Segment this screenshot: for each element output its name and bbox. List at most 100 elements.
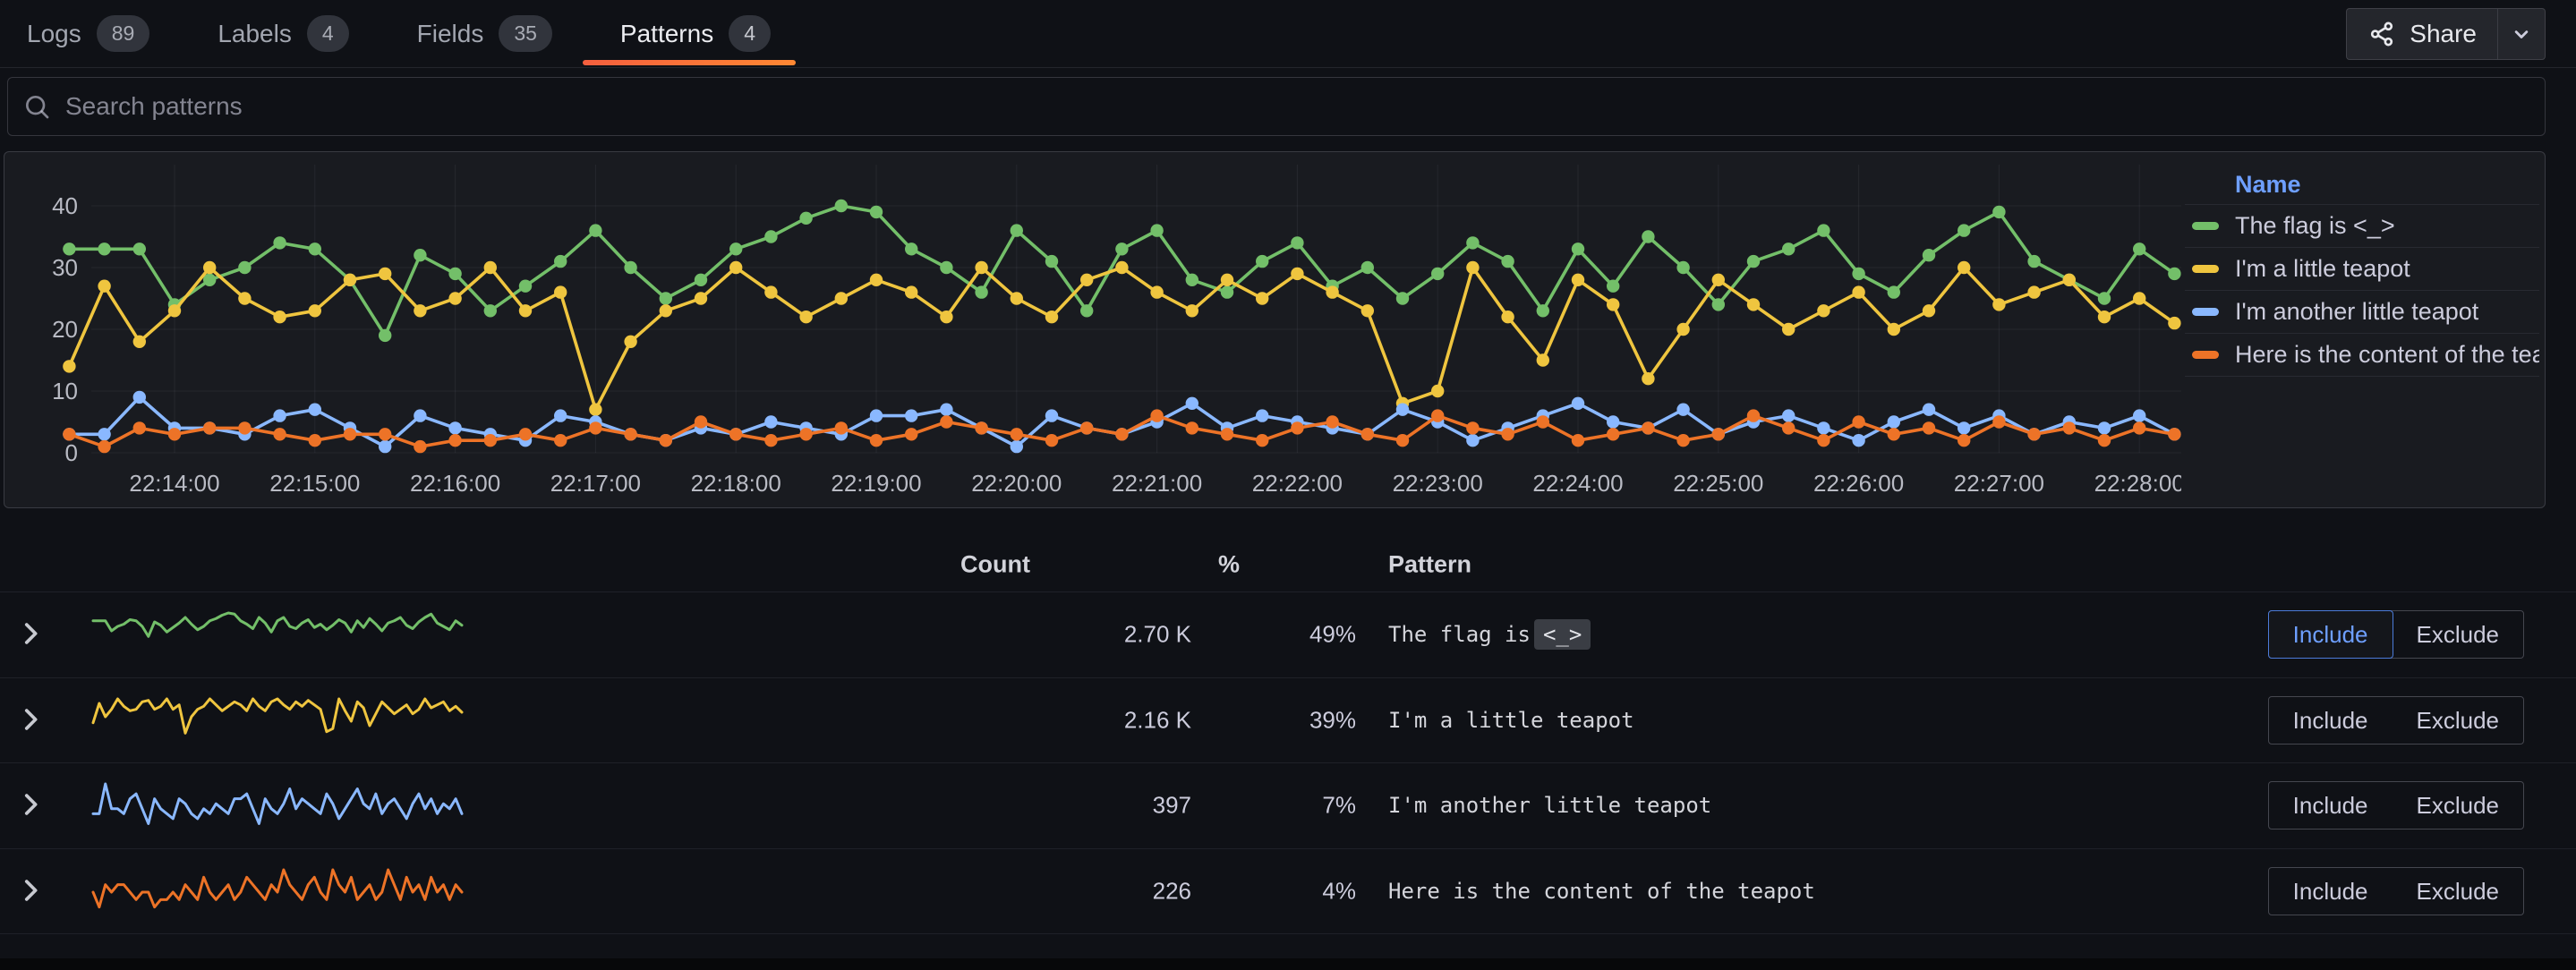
include-button[interactable]: Include (2269, 782, 2393, 829)
legend-item-2[interactable]: I'm another little teapot (2185, 290, 2539, 333)
svg-text:22:28:00: 22:28:00 (2094, 470, 2181, 497)
share-dropdown-button[interactable] (2497, 9, 2545, 59)
pattern-text: The flag is <_> (1388, 619, 1591, 651)
tab-label: Patterns (619, 19, 714, 47)
tab-label: Logs (27, 19, 81, 47)
pattern-text-full: I'm a little teapot (1388, 707, 1634, 733)
expand-row-button[interactable] (14, 875, 47, 907)
patterns-table-body: 2.70 K 49% The flag is <_> Include Exclude 2.1… (0, 591, 2576, 934)
pattern-percent: 39% (1309, 706, 1356, 734)
tab-logs[interactable]: Logs 89 (27, 0, 150, 68)
pattern-text-full: Here is the content of the teapot (1388, 878, 1815, 904)
svg-text:22:27:00: 22:27:00 (1954, 470, 2044, 497)
column-header-count: Count (960, 550, 1030, 577)
pattern-percent: 7% (1322, 791, 1356, 819)
legend-item-3[interactable]: Here is the content of the teapot (2185, 333, 2539, 377)
search-icon (26, 96, 49, 119)
pattern-count: 2.70 K (1123, 620, 1191, 648)
exclude-button[interactable]: Exclude (2393, 782, 2524, 829)
include-button[interactable]: Include (2269, 697, 2393, 744)
include-exclude-group: Include Exclude (2267, 695, 2524, 745)
pattern-wildcard-token: <_> (1533, 619, 1591, 651)
chart-series-3 (63, 409, 2181, 454)
svg-text:22:25:00: 22:25:00 (1673, 470, 1763, 497)
pattern-sparkline (91, 697, 464, 735)
expand-row-button[interactable] (14, 618, 47, 651)
chart-grid (91, 165, 2181, 454)
share-icon (2371, 21, 2393, 47)
svg-text:22:20:00: 22:20:00 (971, 470, 1062, 497)
svg-text:20: 20 (52, 316, 78, 343)
svg-text:10: 10 (52, 378, 78, 404)
svg-text:22:24:00: 22:24:00 (1532, 470, 1623, 497)
tab-labels[interactable]: Labels 4 (218, 0, 349, 68)
share-button[interactable]: Share (2347, 9, 2497, 59)
patterns-chart-panel: 0 10 20 30 40 22:14:00 22:15:00 22:16:00 22:17:0… (4, 151, 2546, 508)
pattern-text: I'm another little teapot (1388, 793, 1711, 818)
include-exclude-group: Include Exclude (2267, 781, 2524, 830)
top-tab-bar: Logs 89 Labels 4 Fields 35 Patterns 4 Share (0, 0, 2576, 68)
include-button[interactable]: Include (2269, 868, 2393, 915)
tab-fields[interactable]: Fields 35 (417, 0, 552, 68)
search-input[interactable] (64, 91, 2530, 122)
expand-row-button[interactable] (14, 789, 47, 821)
share-button-group: Share (2346, 8, 2546, 60)
svg-text:22:22:00: 22:22:00 (1252, 470, 1343, 497)
legend-swatch (2192, 308, 2219, 316)
tab-list: Logs 89 Labels 4 Fields 35 Patterns 4 (27, 0, 839, 68)
include-button[interactable]: Include (2267, 610, 2393, 659)
chevron-right-icon (24, 879, 38, 901)
legend-swatch (2192, 265, 2219, 273)
svg-text:22:18:00: 22:18:00 (691, 470, 781, 497)
pattern-row-1: 2.16 K 39% I'm a little teapot Include Exclu… (0, 676, 2576, 763)
active-tab-underline (582, 59, 796, 65)
pattern-percent: 49% (1309, 620, 1356, 648)
pattern-sparkline (91, 782, 464, 826)
pattern-sparkline (91, 611, 464, 638)
tab-count-badge: 35 (499, 15, 552, 52)
legend-item-1[interactable]: I'm a little teapot (2185, 247, 2539, 290)
svg-text:22:15:00: 22:15:00 (269, 470, 360, 497)
tab-count-badge: 4 (306, 15, 349, 52)
chevron-right-icon (24, 708, 38, 730)
chevron-down-icon (2514, 30, 2529, 38)
chart-axis-labels: 0 10 20 30 40 22:14:00 22:15:00 22:16:00 22:17:0… (52, 192, 2181, 497)
legend-title[interactable]: Name (2235, 170, 2301, 198)
legend-item-label: Here is the content of the teapot (2235, 341, 2539, 368)
svg-text:22:26:00: 22:26:00 (1813, 470, 1904, 497)
pattern-count: 2.16 K (1123, 706, 1191, 734)
tab-label: Fields (416, 19, 484, 47)
legend-swatch (2192, 351, 2219, 359)
pattern-text-prefix: The flag is (1388, 622, 1531, 648)
exclude-button[interactable]: Exclude (2393, 868, 2524, 915)
svg-text:22:16:00: 22:16:00 (410, 470, 500, 497)
bottom-edge (0, 958, 2576, 970)
svg-text:22:19:00: 22:19:00 (831, 470, 921, 497)
tab-patterns[interactable]: Patterns 4 (582, 0, 796, 68)
patterns-table-header: Count % Pattern (0, 537, 2576, 591)
chevron-right-icon (24, 794, 38, 816)
legend-item-0[interactable]: The flag is <_> (2185, 204, 2539, 247)
pattern-text-full: I'm another little teapot (1388, 793, 1712, 819)
chevron-right-icon (24, 623, 38, 645)
expand-row-button[interactable] (14, 704, 47, 736)
pattern-count: 226 (1152, 877, 1191, 905)
patterns-timeseries-chart: 0 10 20 30 40 22:14:00 22:15:00 22:16:00 22:17:0… (52, 165, 2181, 497)
svg-text:22:17:00: 22:17:00 (550, 470, 641, 497)
pattern-percent: 4% (1322, 877, 1356, 905)
pattern-row-2: 397 7% I'm another little teapot Include Exc… (0, 762, 2576, 848)
exclude-button[interactable]: Exclude (2393, 697, 2524, 744)
chart-series-1 (63, 260, 2181, 416)
search-bar (7, 77, 2546, 136)
svg-text:0: 0 (65, 439, 78, 466)
tab-count-badge: 4 (729, 15, 771, 52)
column-header-percent: % (1217, 550, 1241, 577)
pattern-row-3: 226 4% Here is the content of the teapot In… (0, 847, 2576, 934)
pattern-text: I'm a little teapot (1388, 708, 1634, 733)
share-button-label: Share (2410, 20, 2477, 47)
legend-swatch (2192, 222, 2219, 230)
svg-text:22:21:00: 22:21:00 (1112, 470, 1202, 497)
exclude-button[interactable]: Exclude (2393, 611, 2524, 658)
svg-text:40: 40 (52, 192, 78, 219)
